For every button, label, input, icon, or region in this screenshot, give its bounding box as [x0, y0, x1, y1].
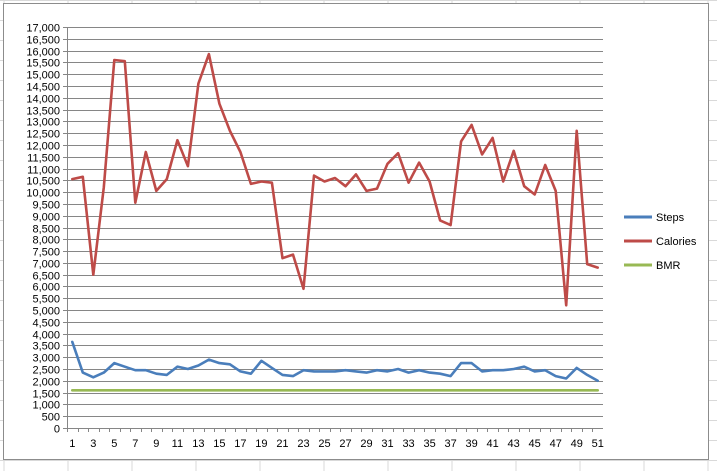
legend-label-calories: Calories	[656, 236, 697, 248]
legend-label-steps: Steps	[656, 212, 685, 224]
x-tick-label: 29	[360, 438, 372, 450]
legend: Steps Calories BMR	[624, 212, 697, 272]
x-tick-label: 15	[213, 438, 225, 450]
y-tick-label: 2,000	[32, 377, 60, 389]
y-tick-label: 10,000	[26, 188, 60, 200]
horizontal-gridlines	[63, 27, 603, 429]
y-tick-label: 16,500	[26, 35, 60, 47]
y-tick-label: 11,500	[27, 153, 60, 165]
x-tick-label: 51	[592, 438, 604, 450]
x-tick-label: 39	[466, 438, 478, 450]
x-tick-label: 33	[402, 438, 414, 450]
y-tick-label: 4,500	[32, 318, 60, 330]
y-tick-label: 16,000	[26, 47, 60, 59]
y-tick-label: 9,000	[32, 212, 60, 224]
x-tick-label: 23	[297, 438, 309, 450]
x-tick-label: 3	[90, 438, 96, 450]
x-tick-label: 25	[318, 438, 330, 450]
x-tick-label: 19	[255, 438, 267, 450]
x-tick-label: 11	[172, 438, 183, 450]
y-tick-label: 3,500	[32, 341, 60, 353]
x-tick-label: 43	[508, 438, 520, 450]
y-tick-label: 17,000	[26, 23, 60, 35]
y-tick-label: 1,500	[32, 389, 60, 401]
y-tick-label: 13,500	[26, 106, 60, 118]
x-tick-label: 5	[111, 438, 117, 450]
x-tick-label: 17	[234, 438, 246, 450]
y-tick-label: 0	[54, 424, 60, 436]
x-axis-tick-labels: 1 3 5 7 9 11 13 15 17 19 21 23 25 27 29 31 33 35 37 39 41 43 4…	[69, 438, 604, 450]
y-tick-label: 12,000	[26, 141, 60, 153]
x-tick-label: 47	[550, 438, 562, 450]
y-tick-label: 7,000	[32, 259, 60, 271]
chart-area[interactable]: 0 500 1,000 1,500 2,000 2,500 3,000 3,500 4,000 4…	[3, 3, 709, 460]
x-tick-label: 21	[276, 438, 288, 450]
x-tick-label: 35	[423, 438, 435, 450]
y-tick-label: 500	[42, 412, 60, 424]
y-tick-label: 11,000	[27, 165, 60, 177]
y-tick-label: 14,000	[26, 94, 60, 106]
y-tick-label: 15,500	[26, 58, 60, 70]
y-tick-label: 3,000	[32, 353, 60, 365]
x-tick-label: 45	[529, 438, 541, 450]
y-tick-label: 7,500	[32, 247, 60, 259]
y-tick-label: 5,500	[32, 294, 60, 306]
line-chart: 05001,0001,5002,0002,5003,0003,5004,0004…	[26, 23, 697, 451]
x-tick-label: 7	[132, 438, 138, 450]
y-tick-label: 6,500	[32, 271, 60, 283]
y-tick-label: 5,000	[32, 306, 60, 318]
y-tick-label: 8,500	[32, 224, 60, 236]
series-lines	[71, 52, 600, 392]
series-line-calories	[71, 52, 600, 307]
y-tick-label: 14,500	[26, 82, 60, 94]
y-tick-label: 13,000	[26, 117, 60, 129]
y-tick-label: 12,500	[26, 129, 60, 141]
x-tick-label: 13	[192, 438, 204, 450]
y-tick-label: 4,000	[32, 330, 60, 342]
y-tick-label: 2,500	[32, 365, 60, 377]
x-tick-label: 1	[69, 438, 75, 450]
y-axis-tick-labels: 05001,0001,5002,0002,5003,0003,5004,0004…	[26, 23, 60, 436]
y-tick-label: 15,000	[26, 70, 60, 82]
series-line-steps	[71, 340, 600, 383]
y-tick-label: 8,000	[32, 235, 60, 247]
x-tick-label: 49	[571, 438, 583, 450]
x-tick-label: 9	[153, 438, 159, 450]
legend-label-bmr: BMR	[656, 260, 681, 272]
x-tick-label: 41	[487, 438, 499, 450]
x-tick-label: 27	[339, 438, 351, 450]
y-tick-label: 6,000	[32, 282, 60, 294]
y-tick-label: 1,000	[32, 400, 60, 412]
y-tick-label: 10,500	[26, 176, 60, 188]
x-tick-label: 31	[381, 438, 393, 450]
chart-axes	[67, 27, 603, 432]
y-tick-label: 9,500	[32, 200, 60, 212]
x-tick-label: 37	[444, 438, 456, 450]
